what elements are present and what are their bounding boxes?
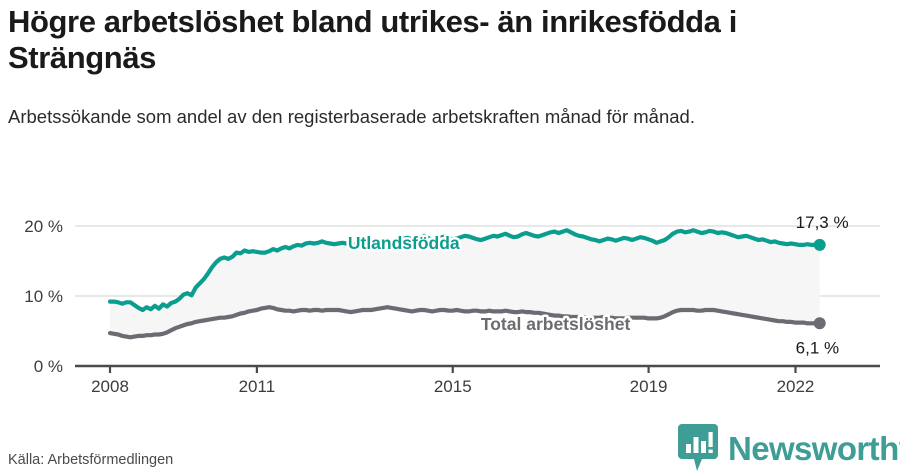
page-subtitle: Arbetssökande som andel av den registerb… — [8, 106, 695, 127]
series-label: Utlandsfödda — [348, 233, 460, 253]
x-axis-tick-label: 2008 — [91, 377, 129, 396]
x-axis: 2008 2011 2015 2019 2022 — [75, 364, 880, 396]
series-line-foreign-born — [107, 228, 822, 313]
series-label-halo: Total arbetslöshet — [481, 314, 631, 334]
bar-chart-speech-bubble-icon — [678, 424, 718, 471]
end-value-label-total: 6,1 % — [796, 338, 839, 357]
series-end-value-labels: 17,3 % 6,1 % — [796, 213, 849, 357]
end-value-label-foreign-born: 17,3 % — [796, 213, 849, 232]
series-label: Total arbetslöshet — [481, 314, 631, 334]
series-label-halo: Utlandsfödda — [348, 233, 460, 253]
y-axis-ticks: 0 % 10 % 20 % — [24, 217, 63, 376]
series-endpoint-marker — [813, 317, 826, 330]
page-title: Högre arbetslöshet bland utrikes- än inr… — [8, 4, 737, 75]
x-axis-tick-label: 2022 — [777, 377, 815, 396]
y-axis-tick-label: 10 % — [24, 287, 63, 306]
between-series-band — [110, 230, 820, 338]
y-axis-tick-label: 0 % — [34, 357, 63, 376]
y-axis-tick-label: 20 % — [24, 217, 63, 236]
series-endpoint-marker — [813, 238, 826, 251]
x-axis-tick-label: 2019 — [630, 377, 668, 396]
chart-svg: 0 % 10 % 20 % 2008 2011 2015 2019 2022 Utlands… — [24, 213, 880, 396]
logo-wordmark: Newsworthy — [728, 429, 900, 467]
newsworthy-logo[interactable]: Newsworthy — [678, 424, 900, 472]
x-axis-tick-label: 2011 — [239, 377, 276, 396]
source-note: Källa: Arbetsförmedlingen — [8, 452, 174, 468]
line-chart: 0 % 10 % 20 % 2008 2011 2015 2019 2022 Utlands… — [0, 180, 900, 400]
series-endpoints — [813, 238, 826, 330]
x-axis-tick-label: 2015 — [434, 377, 472, 396]
series-line-total — [107, 305, 822, 340]
